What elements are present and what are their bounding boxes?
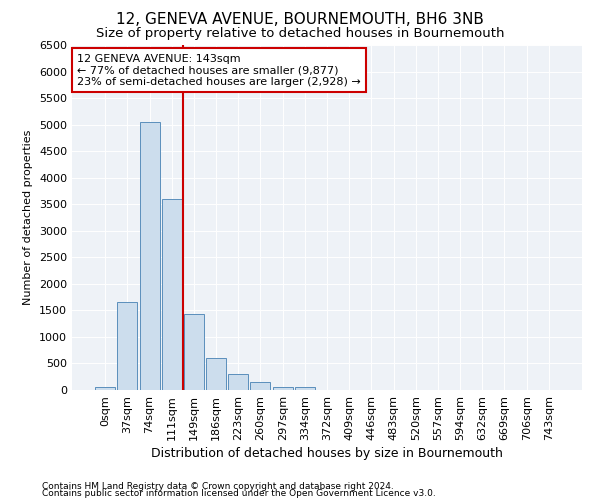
Bar [250, 382, 271, 390]
Bar [162, 199, 182, 390]
Text: Contains HM Land Registry data © Crown copyright and database right 2024.: Contains HM Land Registry data © Crown c… [42, 482, 394, 491]
Text: Size of property relative to detached houses in Bournemouth: Size of property relative to detached ho… [96, 28, 504, 40]
Bar [140, 122, 160, 390]
Bar [228, 374, 248, 390]
Bar [118, 302, 137, 390]
X-axis label: Distribution of detached houses by size in Bournemouth: Distribution of detached houses by size … [151, 447, 503, 460]
Y-axis label: Number of detached properties: Number of detached properties [23, 130, 34, 305]
Text: 12 GENEVA AVENUE: 143sqm
← 77% of detached houses are smaller (9,877)
23% of sem: 12 GENEVA AVENUE: 143sqm ← 77% of detach… [77, 54, 361, 87]
Text: Contains public sector information licensed under the Open Government Licence v3: Contains public sector information licen… [42, 489, 436, 498]
Text: 12, GENEVA AVENUE, BOURNEMOUTH, BH6 3NB: 12, GENEVA AVENUE, BOURNEMOUTH, BH6 3NB [116, 12, 484, 28]
Bar [272, 388, 293, 390]
Bar [206, 358, 226, 390]
Bar [95, 388, 115, 390]
Bar [184, 314, 204, 390]
Bar [295, 388, 315, 390]
